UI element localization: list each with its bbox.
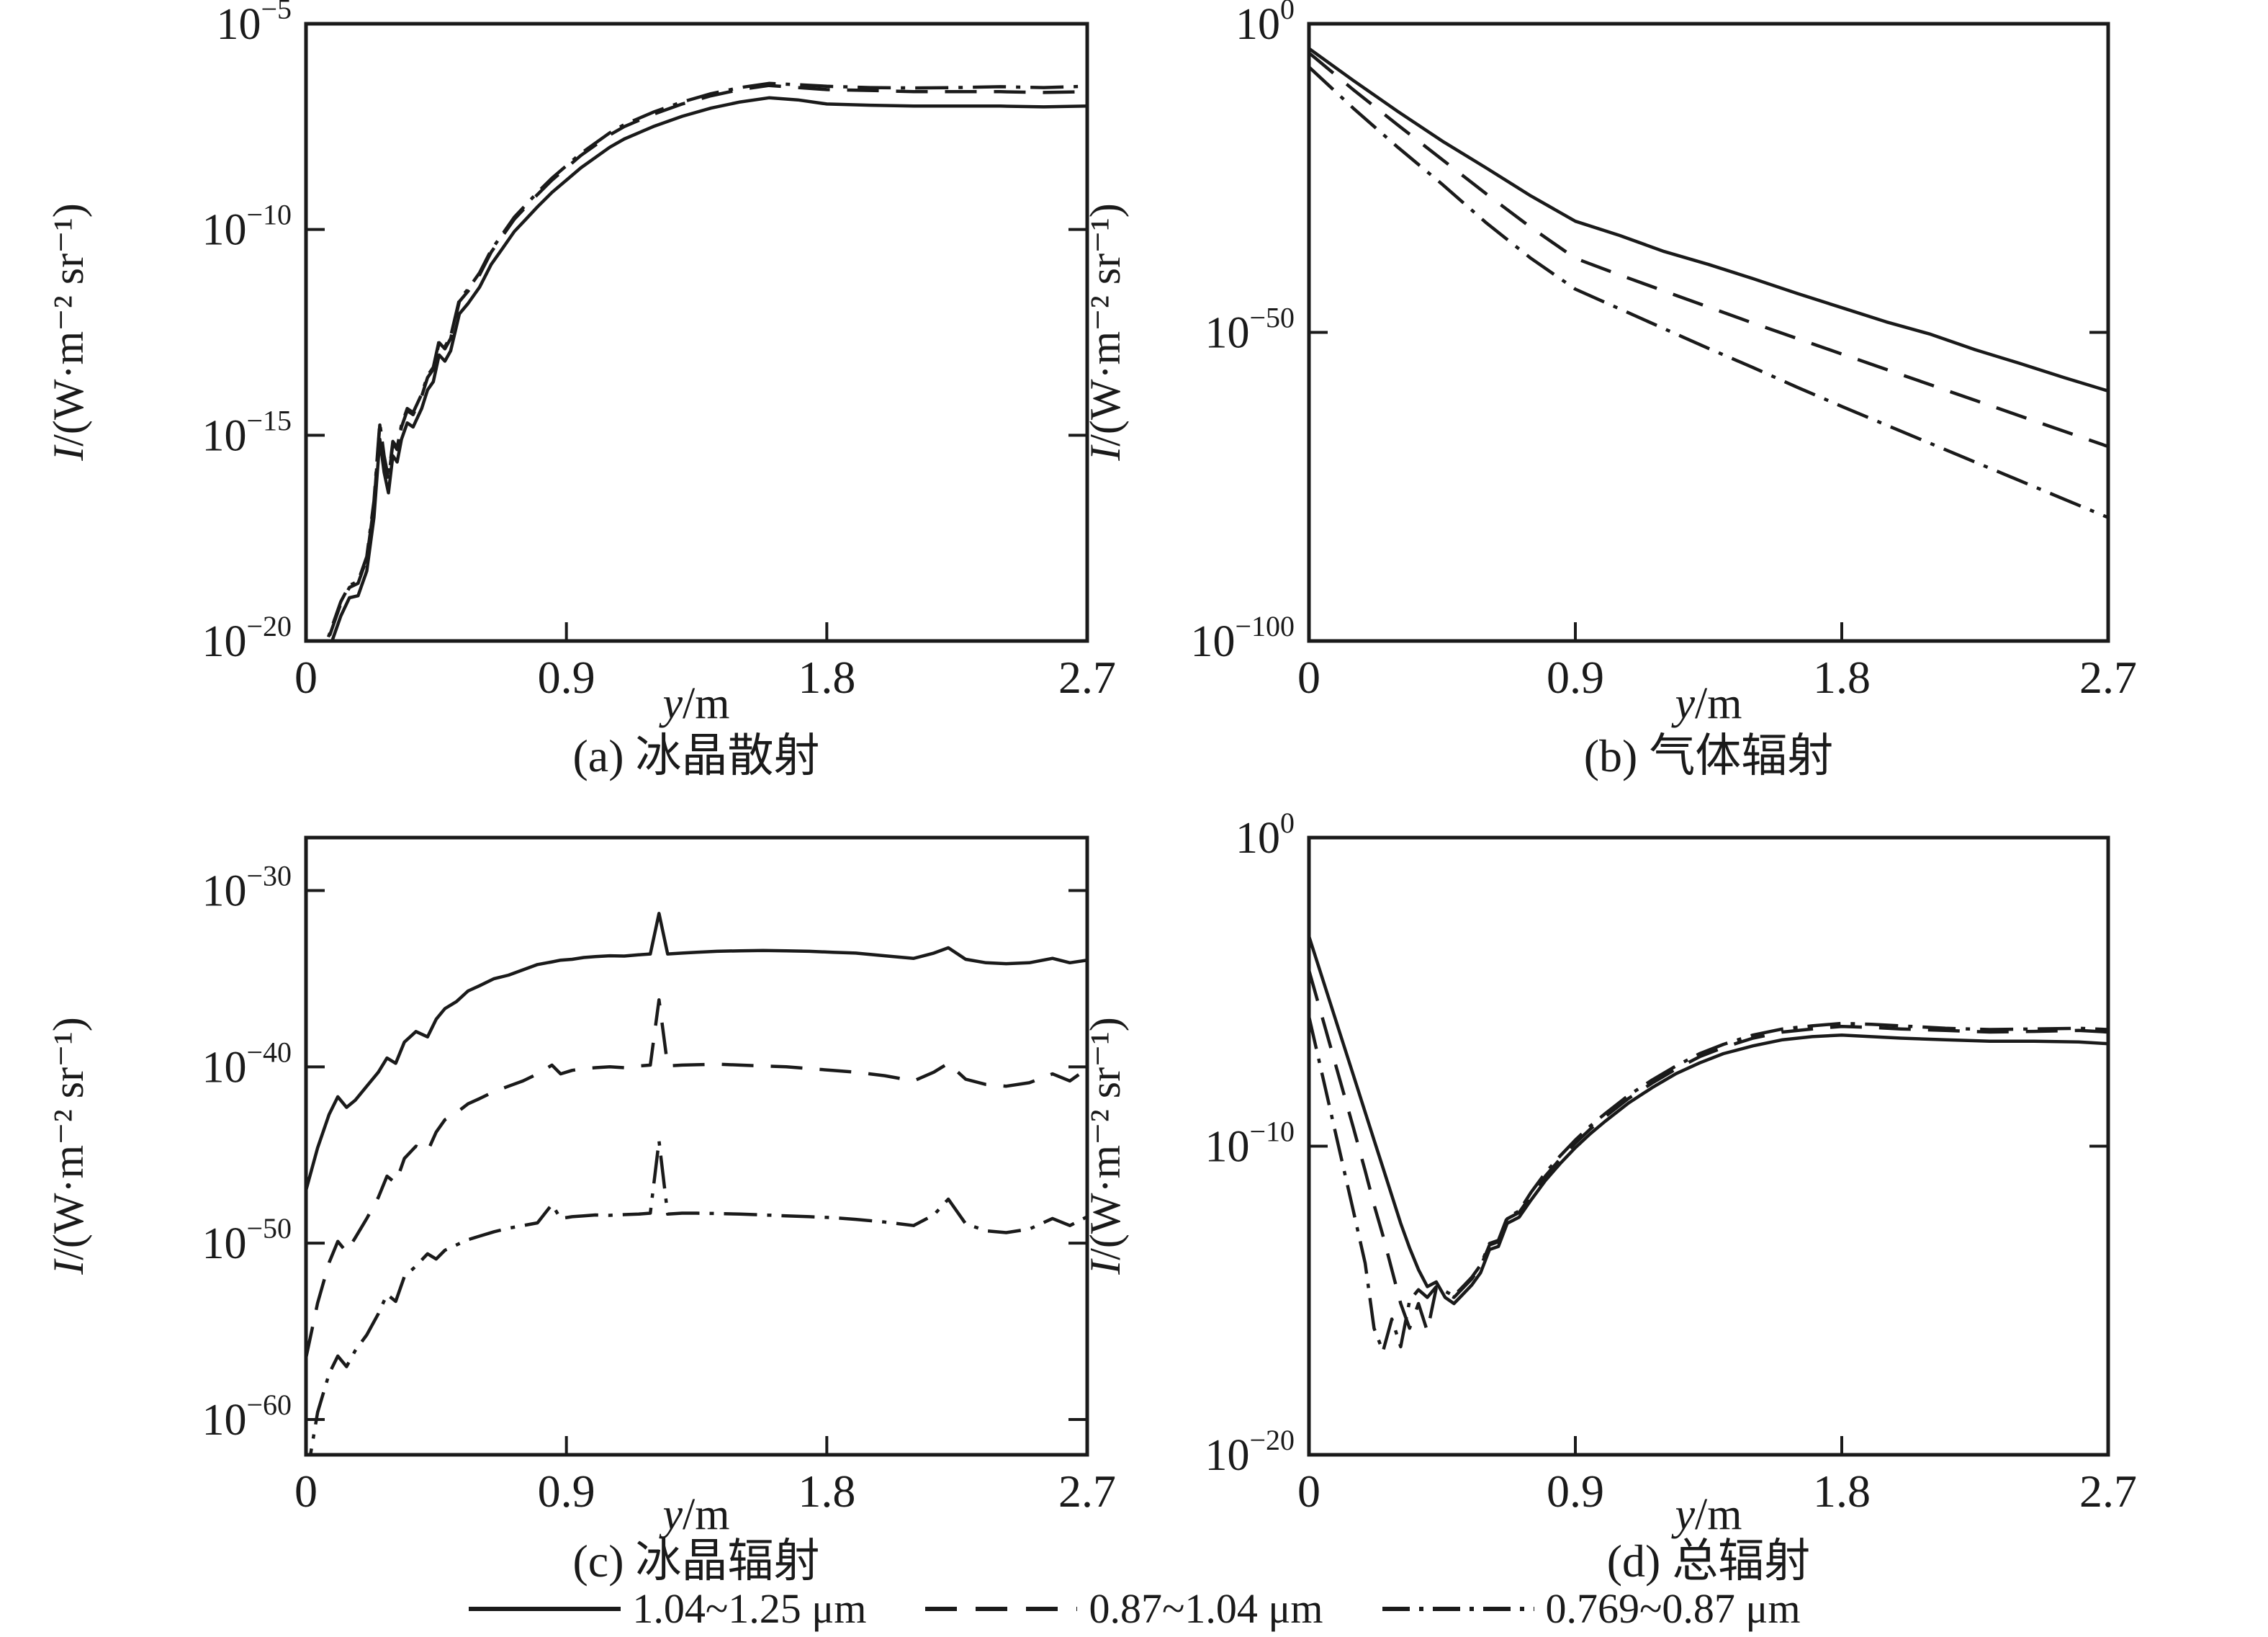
- legend: 1.04~1.25 μm 0.87~1.04 μm 0.769~0.87 μm: [0, 1584, 2268, 1633]
- x-axis-label-panel-a: y/m: [662, 679, 730, 728]
- y-tick-label: 100: [1236, 807, 1295, 863]
- panel-c-chart: 10−30 10−40 10−50 10−600 0.9 1.8 2.7: [202, 835, 1116, 1517]
- x-axis-label-panel-d: y/m: [1675, 1490, 1742, 1539]
- caption-panel-c: (c) 冰晶辐射: [572, 1535, 820, 1587]
- y-tick-label: 10−40: [202, 1036, 292, 1092]
- legend-item-band-2: 0.87~1.04 μm: [924, 1584, 1323, 1633]
- y-tick-label: 10−50: [202, 1212, 292, 1268]
- caption-panel-b: (b) 气体辐射: [1583, 730, 1834, 781]
- series-solid-curve: [1309, 47, 2108, 393]
- y-axis-label-panel-a: I/(W·m⁻² sr⁻¹): [45, 203, 92, 461]
- panel-d-chart: 100 10−10 10−200 0.9 1.8 2.7: [1205, 807, 2137, 1517]
- legend-item-band-3: 0.769~0.87 μm: [1381, 1584, 1801, 1633]
- x-tick-label: 0: [294, 652, 318, 703]
- x-tick-label: 0: [294, 1466, 318, 1517]
- x-axis-label-panel-b: y/m: [1675, 679, 1742, 728]
- x-tick-label: 2.7: [1058, 652, 1116, 703]
- x-tick-label: 0.9: [1547, 1466, 1604, 1517]
- x-tick-label: 0.9: [1547, 652, 1604, 703]
- series-dashed-curve: [1309, 969, 2108, 1333]
- x-tick-label: 0: [1297, 652, 1320, 703]
- x-tick-label: 0: [1297, 1466, 1320, 1517]
- y-axis-label-panel-d: I/(W·m⁻² sr⁻¹): [1081, 1017, 1129, 1275]
- x-tick-label: 1.8: [1813, 652, 1871, 703]
- x-tick-label: 2.7: [1058, 1466, 1116, 1517]
- panel-a-chart: 10−5 10−10 10−15 10−200 0.9 1.8 2.7: [202, 0, 1116, 703]
- y-tick-label: 10−20: [1205, 1424, 1295, 1480]
- legend-item-band-1: 1.04~1.25 μm: [467, 1584, 866, 1633]
- legend-line-solid-icon: [469, 1606, 621, 1611]
- legend-line-dashdot-icon: [1382, 1606, 1534, 1611]
- legend-label: 0.87~1.04 μm: [1089, 1585, 1323, 1632]
- series-dashdot-curve: [308, 1139, 1087, 1455]
- caption-panel-a: (a) 冰晶散射: [572, 730, 820, 781]
- axes-frame: [1307, 835, 2110, 1457]
- caption-panel-d: (d) 总辐射: [1606, 1535, 1811, 1587]
- y-tick-label: 10−60: [202, 1389, 292, 1445]
- series-dashdot-curve: [325, 81, 1087, 641]
- y-tick-label: 10−10: [1205, 1116, 1295, 1172]
- legend-label: 1.04~1.25 μm: [632, 1585, 867, 1632]
- series-dashed-curve: [306, 998, 1087, 1358]
- y-axis-label-panel-c: I/(W·m⁻² sr⁻¹): [45, 1017, 92, 1275]
- series-solid-curve: [306, 912, 1087, 1191]
- axes-frame: [304, 835, 1089, 1457]
- x-tick-label: 0.9: [538, 1466, 595, 1517]
- y-tick-label: 10−5: [216, 0, 292, 49]
- series-solid-curve: [1309, 936, 2108, 1306]
- y-tick-label: 10−100: [1190, 610, 1295, 666]
- y-tick-label: 10−50: [1205, 302, 1295, 358]
- axes-frame: [1307, 22, 2110, 643]
- x-tick-label: 2.7: [2079, 652, 2137, 703]
- x-tick-label: 0.9: [538, 652, 595, 703]
- y-tick-label: 10−10: [202, 199, 292, 255]
- x-tick-label: 1.8: [798, 652, 855, 703]
- legend-label: 0.769~0.87 μm: [1545, 1585, 1801, 1632]
- y-tick-label: 10−20: [202, 610, 292, 666]
- x-tick-label: 2.7: [2079, 1466, 2137, 1517]
- x-axis-label-panel-c: y/m: [662, 1490, 730, 1539]
- x-tick-label: 1.8: [798, 1466, 855, 1517]
- y-axis-label-panel-b: I/(W·m⁻² sr⁻¹): [1081, 203, 1129, 461]
- axes-frame: [304, 22, 1089, 643]
- y-tick-label: 10−15: [202, 404, 292, 460]
- x-tick-label: 1.8: [1813, 1466, 1871, 1517]
- series-dashed-curve: [1309, 51, 2108, 449]
- series-solid-curve: [330, 96, 1087, 641]
- series-dashdot-curve: [1309, 66, 2108, 519]
- legend-line-dashed-icon: [925, 1606, 1078, 1611]
- series-dashdot-curve: [1309, 1015, 2108, 1353]
- y-tick-label: 10−30: [202, 859, 292, 915]
- y-tick-label: 100: [1236, 0, 1295, 49]
